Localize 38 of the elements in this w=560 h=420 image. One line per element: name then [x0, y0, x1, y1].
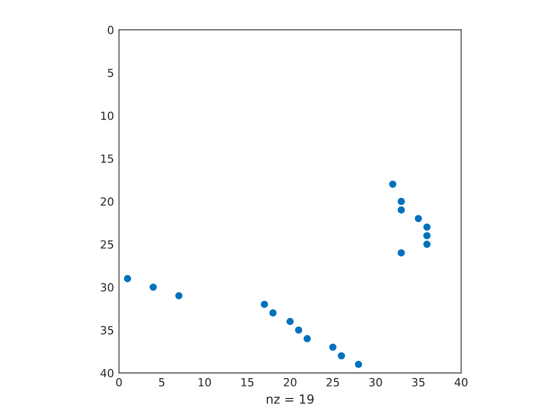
y-tick-label: 25	[100, 240, 114, 249]
x-axis-title: nz = 19	[266, 394, 314, 404]
point	[338, 352, 346, 360]
y-tick-label: 5	[108, 68, 114, 78]
x-tick-label: 10	[198, 378, 211, 386]
x-tick-label: 35	[412, 378, 424, 386]
x-tick-label: 30	[369, 378, 382, 386]
point	[329, 344, 336, 351]
y-tick-label: 20	[100, 197, 114, 206]
point	[260, 300, 268, 308]
x-tick-label: 5	[159, 378, 164, 386]
x-tick-label: 20	[284, 378, 296, 386]
x-tick-label: 15	[241, 378, 254, 386]
y-tick-label: 30	[100, 283, 114, 292]
point	[398, 198, 405, 205]
x-tick-label: 25	[326, 378, 339, 386]
point	[423, 232, 431, 240]
point	[269, 309, 277, 317]
point	[398, 206, 405, 214]
point	[389, 180, 396, 188]
point	[286, 318, 294, 326]
x-tick-label: 40	[454, 378, 468, 386]
y-tick-label: 40	[100, 368, 114, 378]
point	[124, 274, 132, 282]
y-tick-label: 35	[100, 326, 114, 334]
y-tick-label: 0	[108, 26, 114, 34]
point	[423, 240, 431, 248]
point	[414, 214, 422, 222]
point	[175, 292, 182, 300]
point	[354, 360, 362, 368]
point	[423, 224, 431, 231]
point	[150, 284, 157, 291]
point	[398, 249, 405, 256]
y-tick-label: 10	[101, 112, 114, 120]
y-tick-label: 15	[101, 154, 114, 163]
point	[295, 326, 302, 334]
point	[304, 335, 311, 342]
x-tick-label: 0	[116, 378, 122, 386]
